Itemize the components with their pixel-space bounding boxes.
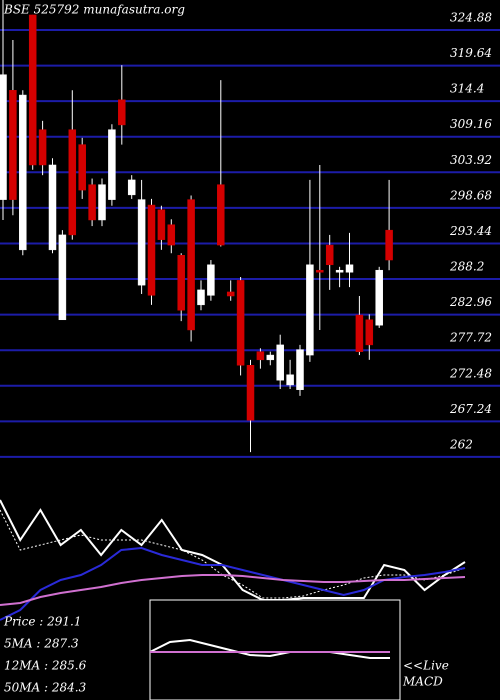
candle-body [335,269,344,273]
macd-box [149,599,401,700]
candle-body [38,129,47,166]
candle-body [246,365,255,421]
candle-body [9,90,17,200]
candle-body [58,234,67,321]
candle-body [147,204,156,296]
y-tick-label: 262 [449,437,473,451]
chart-title: BSE 525792 munafasutra.org [3,3,185,17]
candle-body [276,344,284,381]
price-panel: 324.88 319.64 314.4 309.16 303.92 298.68 293.4… [0,0,500,458]
macd-title: <<Live [403,659,449,673]
y-tick-label: 293.44 [449,224,492,238]
candle-body [197,289,205,306]
candle-body [88,184,96,221]
legend-entry: 50MA : 284.3 [4,681,87,695]
y-tick-label: 282.96 [449,295,492,309]
y-tick-label: 319.64 [450,46,492,60]
candle-body [355,314,364,352]
legend-entry: 5MA : 287.3 [4,637,79,651]
candle-body [325,244,334,266]
series-line [0,499,466,601]
candle-body [385,229,393,261]
series-line [149,638,390,659]
y-tick-label: 288.2 [449,260,484,274]
candle-body [98,184,106,221]
candle-body [286,374,294,386]
series-line [0,509,466,599]
macd-panel [149,638,390,659]
candle-body [118,99,126,126]
indicator-panel: Price : 291.1 5MA : 287.3 12MA : 285.6 50MA… [0,499,466,695]
candle-body [375,269,383,326]
candle-body [207,264,215,296]
candle-body [306,264,314,356]
y-tick-label: 277.72 [449,331,492,345]
candle-body [19,94,27,251]
y-tick-label: 303.92 [450,153,492,167]
candle-body [365,319,374,346]
candle-body [266,354,275,361]
macd-subtitle: MACD [402,675,443,689]
candle-body [316,269,324,273]
series-line [0,574,466,606]
candle-body [137,199,146,286]
candle-body [236,280,245,366]
candle-body [296,349,304,390]
y-tick-label: 267.24 [449,402,492,416]
y-tick-label: 298.68 [449,188,492,202]
candle-body [0,74,7,200]
y-tick-label: 272.48 [449,366,492,380]
candle-body [256,351,265,361]
candle-body [48,164,57,251]
candle-body [177,255,185,311]
candle-body [78,144,86,191]
candle-body [226,291,235,297]
candle-body [68,129,77,236]
y-tick-label: 314.4 [450,82,484,96]
candle-body [167,224,176,246]
y-tick-label: 324.88 [450,11,492,25]
legend-entry: 12MA : 285.6 [4,659,87,673]
candle-body [187,199,195,331]
legend-entry: Price : 291.1 [3,615,82,629]
y-tick-label: 309.16 [450,117,492,131]
candle-body [217,184,225,246]
candle-body [28,14,37,166]
candle-body [108,129,116,200]
candle-body [127,179,136,196]
candle-body [345,264,354,273]
candle-body [157,209,166,240]
